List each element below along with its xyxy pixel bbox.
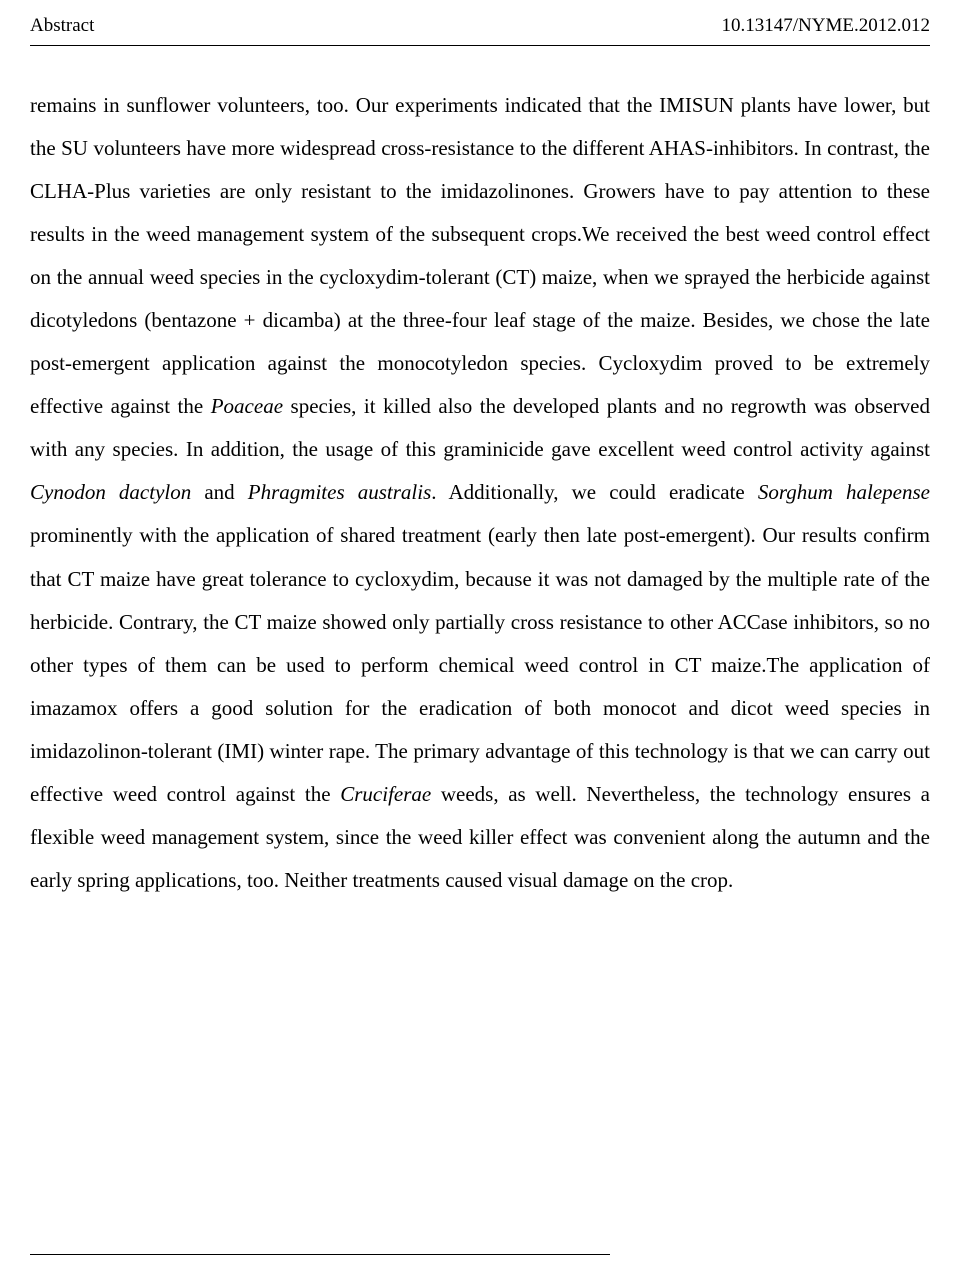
italic-text: Cynodon dactylon	[30, 480, 191, 504]
footer-divider	[30, 1254, 610, 1255]
header-doi: 10.13147/NYME.2012.012	[722, 15, 930, 37]
italic-text: Poaceae	[211, 394, 283, 418]
header-section-label: Abstract	[30, 15, 94, 37]
body-text: We received the best weed control effect…	[30, 222, 930, 418]
italic-text: Phragmites australis	[248, 480, 431, 504]
italic-text: Cruciferae	[340, 782, 431, 806]
header-divider	[30, 45, 930, 46]
italic-text: Sorghum halepense	[758, 480, 930, 504]
body-content: remains in sunflower volunteers, too. Ou…	[30, 84, 930, 902]
page-header: Abstract 10.13147/NYME.2012.012	[30, 15, 930, 37]
body-text: and	[191, 480, 248, 504]
body-text: . Additionally, we could eradicate	[431, 480, 758, 504]
